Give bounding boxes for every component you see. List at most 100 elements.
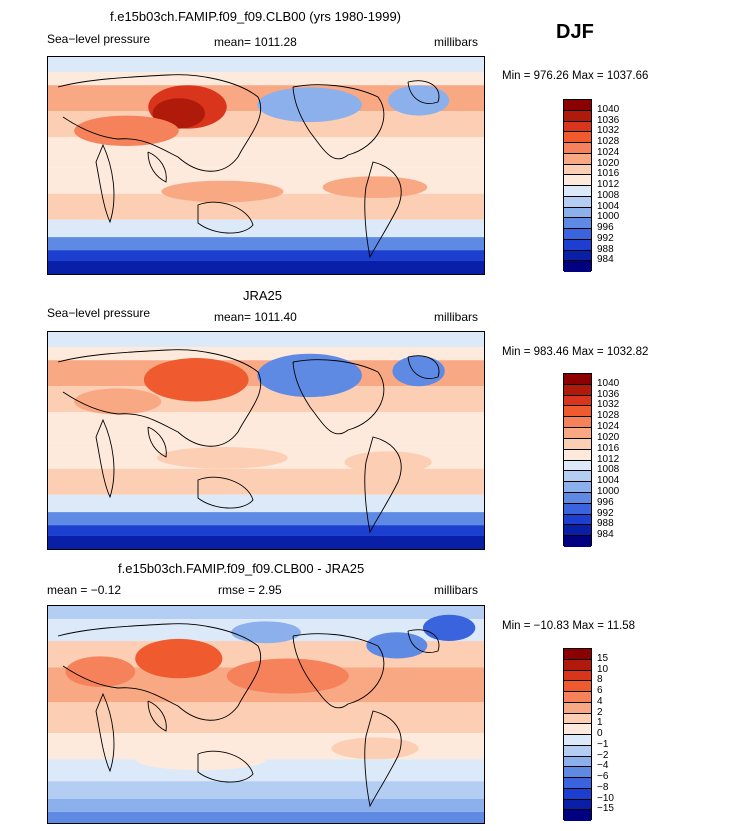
colorbar-swatch bbox=[564, 143, 591, 154]
colorbar-tick-label: −6 bbox=[597, 771, 609, 782]
coastline bbox=[407, 629, 440, 653]
panel1-minmax: Min = 976.26 Max = 1037.66 bbox=[502, 70, 649, 82]
colorbar-tick-label: 1016 bbox=[597, 168, 620, 180]
coastline bbox=[57, 349, 262, 447]
colorbar-swatch bbox=[564, 525, 591, 537]
coastline bbox=[364, 436, 402, 534]
field-blob bbox=[231, 621, 301, 644]
colorbar-swatch bbox=[564, 503, 591, 515]
panel3-map bbox=[47, 605, 485, 824]
field-band bbox=[48, 759, 484, 782]
field-blob bbox=[422, 614, 476, 642]
field-band bbox=[48, 332, 484, 348]
colorbar-swatch bbox=[564, 514, 591, 526]
colorbar-swatch bbox=[564, 110, 591, 122]
field-blob bbox=[135, 638, 223, 679]
season-label: DJF bbox=[556, 21, 594, 43]
colorbar-tick-label: 996 bbox=[597, 496, 614, 508]
colorbar-swatch bbox=[564, 395, 591, 407]
coastline bbox=[364, 161, 402, 259]
field-blob bbox=[74, 388, 162, 415]
colorbar-swatch bbox=[564, 724, 591, 735]
field-band bbox=[48, 525, 484, 536]
colorbar-tick-label: −4 bbox=[597, 760, 609, 772]
field-band bbox=[48, 494, 484, 513]
panel3-minmax: Min = −10.83 Max = 11.58 bbox=[502, 620, 636, 632]
field-blob bbox=[143, 358, 249, 402]
colorbar-swatch bbox=[564, 406, 591, 418]
colorbar-swatch bbox=[564, 681, 591, 692]
colorbar-tick-label: 1004 bbox=[597, 475, 620, 487]
colorbar-tick-label: 1012 bbox=[597, 453, 620, 465]
colorbar-tick-label: 1024 bbox=[597, 146, 620, 158]
coastline bbox=[147, 151, 167, 183]
field-band bbox=[48, 535, 484, 549]
panel2-minmax: Min = 983.46 Max = 1032.82 bbox=[502, 346, 649, 358]
colorbar-tick-label: 1032 bbox=[597, 125, 620, 137]
colorbar-tick-label: 1036 bbox=[597, 388, 620, 400]
colorbar-tick-label: 8 bbox=[597, 674, 603, 686]
colorbar-swatch bbox=[564, 417, 591, 429]
panel3-rmse: rmse = 2.95 bbox=[218, 583, 282, 597]
colorbar-swatch bbox=[564, 767, 591, 778]
colorbar-swatch bbox=[564, 438, 591, 450]
coastline bbox=[147, 426, 167, 458]
panel2-title: JRA25 bbox=[243, 288, 283, 303]
colorbar-tick-label: 1020 bbox=[597, 157, 620, 169]
colorbar-tick-label: 992 bbox=[597, 232, 614, 244]
panel2-map-plot bbox=[48, 332, 484, 549]
field-blob bbox=[74, 115, 179, 146]
coastline bbox=[95, 143, 115, 224]
field-band bbox=[48, 702, 484, 734]
panel1-map bbox=[47, 56, 485, 275]
colorbar-tick-label: −8 bbox=[597, 781, 609, 793]
coastline bbox=[147, 700, 167, 732]
colorbar-tick-label: 6 bbox=[597, 685, 603, 696]
colorbar-tick-label: 988 bbox=[597, 243, 614, 255]
colorbar-swatch bbox=[564, 239, 591, 251]
colorbar-tick-label: 1016 bbox=[597, 442, 620, 454]
field-band bbox=[48, 260, 484, 274]
colorbar-tick-label: 1040 bbox=[597, 103, 620, 115]
colorbar-swatch bbox=[564, 196, 591, 208]
colorbar-tick-label: 1012 bbox=[597, 179, 620, 190]
colorbar-swatch bbox=[564, 670, 591, 682]
coastline bbox=[197, 476, 254, 509]
field-blob bbox=[392, 355, 445, 387]
colorbar-swatch bbox=[564, 536, 591, 547]
colorbar-swatch bbox=[564, 778, 591, 789]
colorbar-swatch bbox=[564, 745, 591, 757]
colorbar-swatch bbox=[564, 218, 591, 229]
field-blob bbox=[65, 656, 136, 688]
colorbar-tick-label: 1040 bbox=[597, 377, 620, 389]
panel1-mean: mean= 1011.28 bbox=[214, 35, 297, 49]
colorbar-tick-label: 992 bbox=[597, 507, 614, 519]
colorbar-tick-label: 4 bbox=[597, 695, 603, 707]
colorbar-swatch bbox=[564, 384, 591, 396]
colorbar-tick-label: 1004 bbox=[597, 200, 620, 212]
field-band bbox=[48, 250, 484, 261]
colorbar-tick-label: 984 bbox=[597, 254, 614, 266]
coastline bbox=[292, 84, 385, 160]
coastline bbox=[57, 74, 262, 172]
colorbar-tick-label: 1028 bbox=[597, 410, 620, 422]
colorbar-swatch bbox=[564, 428, 591, 439]
colorbar-swatch bbox=[564, 132, 591, 143]
colorbar-swatch bbox=[564, 229, 591, 240]
panel2-units: millibars bbox=[434, 310, 479, 324]
panel1-colorbar bbox=[563, 99, 592, 272]
colorbar-tick-label: −10 bbox=[597, 792, 614, 804]
panel3-map-plot bbox=[48, 606, 484, 823]
colorbar-swatch bbox=[564, 471, 591, 483]
field-blob bbox=[331, 737, 419, 760]
colorbar-tick-label: 1036 bbox=[597, 114, 620, 126]
field-band bbox=[48, 412, 484, 443]
colorbar-tick-label: 1008 bbox=[597, 189, 620, 201]
coastline bbox=[95, 418, 115, 499]
field-blob bbox=[366, 632, 428, 659]
colorbar-swatch bbox=[564, 649, 591, 660]
colorbar-swatch bbox=[564, 250, 591, 262]
coastline bbox=[95, 692, 115, 773]
colorbar-tick-label: 1 bbox=[597, 717, 603, 729]
coastline bbox=[197, 201, 254, 234]
